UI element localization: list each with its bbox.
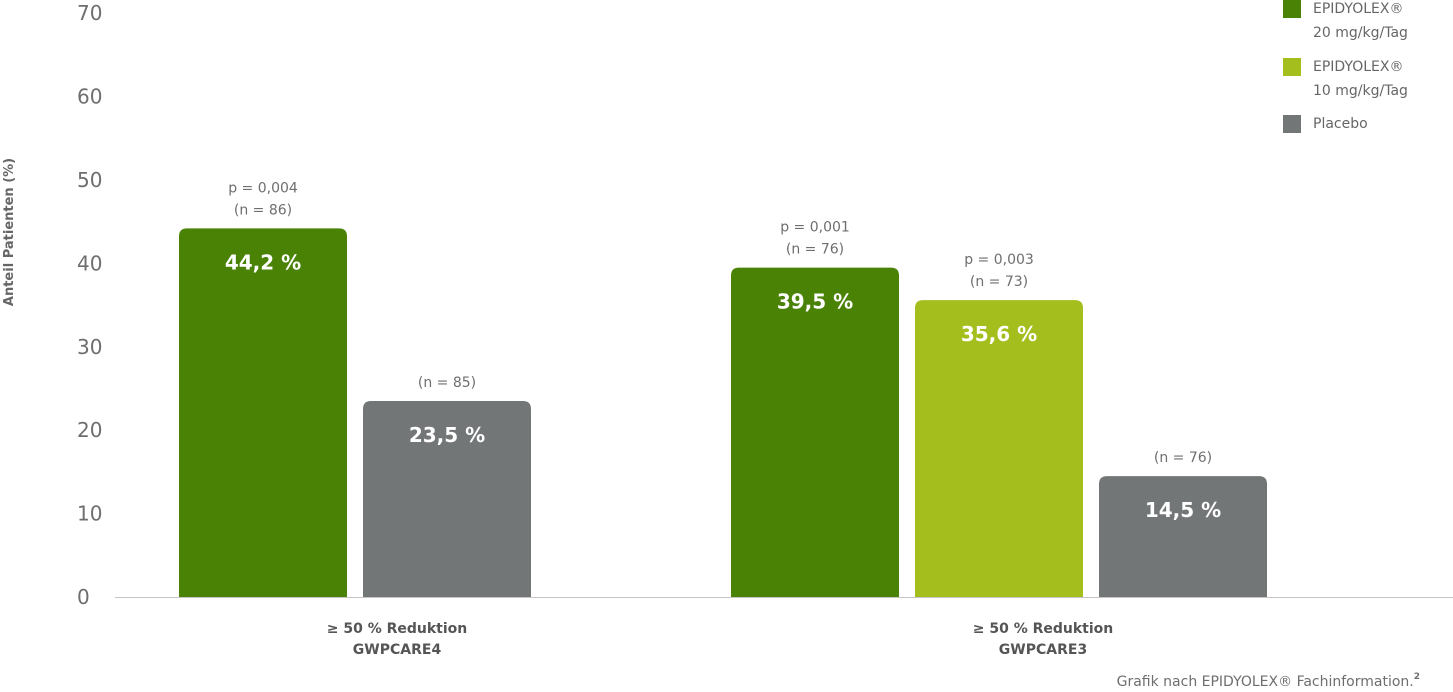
y-tick-label: 50 [77,168,102,192]
y-tick-label: 30 [77,335,102,359]
y-tick-label: 20 [77,418,102,442]
bar-annotation: p = 0,003 [964,252,1034,268]
y-tick-label: 10 [77,502,102,526]
bar-annotation: (n = 76) [1154,450,1212,466]
y-tick-label: 0 [77,585,90,609]
legend-label: 10 mg/kg/Tag [1313,83,1408,99]
y-tick-label: 40 [77,251,102,275]
legend-label: 20 mg/kg/Tag [1313,25,1408,41]
bar [731,267,899,597]
legend-label: EPIDYOLEX® [1313,1,1403,17]
bar-annotation: (n = 85) [418,375,476,391]
y-tick-label: 60 [77,85,102,109]
category-label: GWPCARE4 [353,642,442,658]
bar-value-label: 44,2 % [225,250,301,274]
legend-swatch [1283,0,1301,18]
source-superscript: 2 [1414,672,1420,682]
bar-annotation: p = 0,001 [780,220,850,236]
bar-annotation: (n = 86) [234,202,292,218]
y-axis-label: Anteil Patienten (%) [2,158,17,306]
bar [179,228,347,597]
bar-value-label: 23,5 % [409,423,485,447]
legend-label: EPIDYOLEX® [1313,59,1403,75]
legend-label: Placebo [1313,116,1368,132]
legend-swatch [1283,58,1301,76]
bar-value-label: 35,6 % [961,322,1037,346]
bar-annotation: (n = 76) [786,242,844,258]
bar [1099,476,1267,597]
bar-annotation: p = 0,004 [228,180,298,196]
bar [363,401,531,597]
y-tick-label: 70 [77,1,102,25]
bar-value-label: 39,5 % [777,290,853,314]
category-label: GWPCARE3 [999,642,1087,658]
bar-annotation: (n = 73) [970,274,1028,290]
legend-swatch [1283,115,1301,133]
category-label: ≥ 50 % Reduktion [973,621,1114,637]
source-note: Grafik nach EPIDYOLEX® Fachinformation.2 [1117,672,1420,690]
bar [915,300,1083,597]
bar-value-label: 14,5 % [1145,498,1221,522]
category-label: ≥ 50 % Reduktion [327,621,468,637]
